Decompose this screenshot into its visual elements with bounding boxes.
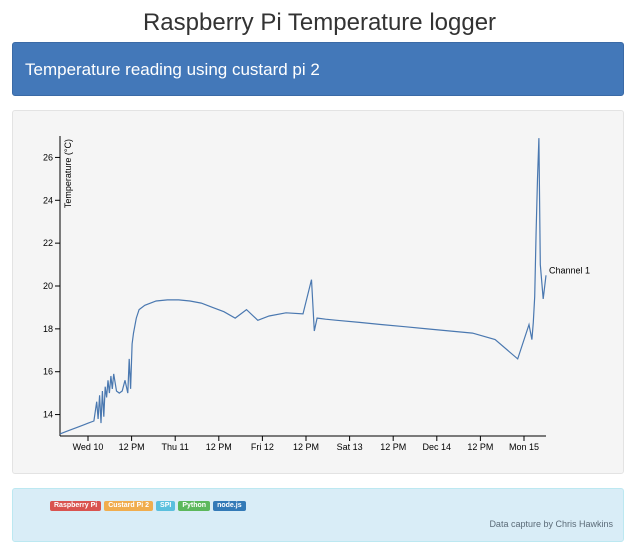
badge-python: Python: [178, 501, 211, 511]
series-label-channel-1: Channel 1: [549, 265, 590, 275]
x-tick-label: 12 PM: [206, 442, 232, 452]
footer-panel: Raspberry Pi Custard Pi 2 SPI Python nod…: [12, 488, 624, 542]
chart-panel: 14 16 18 20 22 24 26 Temperature (°C) Wed 10 12 P…: [12, 110, 624, 474]
credit-text: Data capture by Chris Hawkins: [489, 519, 613, 529]
x-tick-label: Sat 13: [337, 442, 363, 452]
x-tick-label: 12 PM: [119, 442, 145, 452]
badge-list: Raspberry Pi Custard Pi 2 SPI Python nod…: [50, 501, 246, 511]
badge-spi: SPI: [156, 501, 176, 511]
y-tick-label: 14: [43, 410, 53, 420]
y-axis-label: Temperature (°C): [63, 139, 73, 208]
y-tick-label: 20: [43, 281, 53, 291]
x-tick-label: Dec 14: [423, 442, 452, 452]
x-tick-label: 12 PM: [467, 442, 493, 452]
y-tick-label: 16: [43, 367, 53, 377]
x-tick-label: 12 PM: [380, 442, 406, 452]
badge-custard-pi: Custard Pi 2: [104, 501, 154, 511]
y-tick-label: 26: [43, 152, 53, 162]
page-title: Raspberry Pi Temperature logger: [142, 9, 497, 36]
x-tick-label: Wed 10: [73, 442, 104, 452]
y-tick-label: 18: [43, 324, 53, 334]
badge-nodejs: node.js: [213, 501, 246, 511]
x-tick-label: Mon 15: [509, 442, 539, 452]
x-tick-label: Fri 12: [251, 442, 274, 452]
temperature-chart: 14 16 18 20 22 24 26 Temperature (°C) Wed 10 12 P…: [43, 136, 590, 452]
header-panel: Temperature reading using custard pi 2: [12, 42, 624, 96]
x-tick-label: 12 PM: [293, 442, 319, 452]
series-line-channel-1: [59, 138, 547, 435]
header-text: Temperature reading using custard pi 2: [25, 60, 320, 79]
y-tick-label: 24: [43, 195, 53, 205]
badge-raspberry-pi: Raspberry Pi: [50, 501, 102, 511]
y-tick-label: 22: [43, 238, 53, 248]
x-tick-label: Thu 11: [162, 442, 189, 452]
